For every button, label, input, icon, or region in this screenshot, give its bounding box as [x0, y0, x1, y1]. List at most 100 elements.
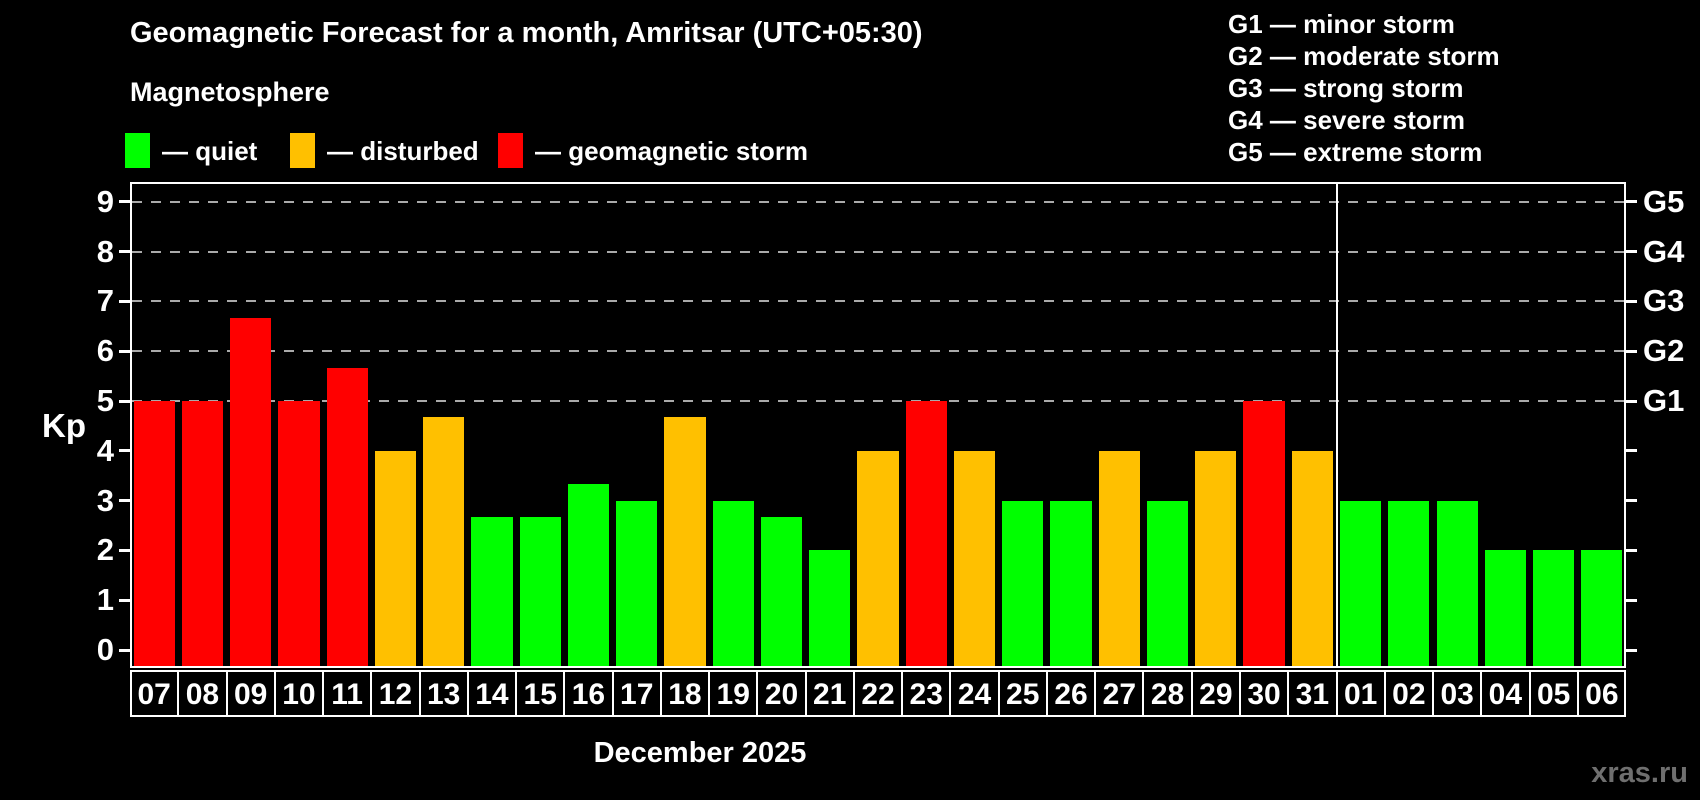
day-label-29: 29: [1199, 678, 1233, 711]
day-label-separator: [1045, 670, 1048, 717]
storm-swatch-icon: [498, 133, 523, 168]
day-label-07: 07: [137, 678, 171, 711]
bar-day-31: [1291, 450, 1333, 668]
day-label-separator: [177, 670, 180, 717]
y-tick-right-9: [1626, 200, 1637, 203]
bar-day-19: [712, 500, 754, 668]
bar-day-15: [519, 517, 561, 668]
day-label-11: 11: [331, 678, 363, 711]
x-axis-title: December 2025: [593, 737, 807, 769]
y-tick-left-9: [119, 200, 130, 203]
gridline-kp5: [132, 400, 1624, 402]
y-tick-right-3: [1626, 499, 1637, 502]
day-label-separator: [1335, 670, 1338, 717]
bar-day-17: [616, 500, 658, 668]
day-label-23: 23: [909, 678, 943, 711]
bar-day-16: [567, 484, 610, 668]
bar-day-11: [326, 367, 368, 668]
day-label-separator: [901, 670, 904, 717]
bar-day-02: [1388, 500, 1430, 668]
bar-day-25: [1002, 500, 1044, 668]
disturbed-swatch-icon: [290, 133, 315, 168]
y-tick-left-5: [119, 400, 130, 403]
quiet-swatch-icon: [125, 133, 150, 168]
y-tick-label-7: 7: [96, 283, 114, 318]
y-tick-right-5: [1626, 400, 1637, 403]
bar-day-06: [1581, 550, 1623, 668]
gridline-kp8: [132, 251, 1624, 253]
day-label-separator: [756, 670, 759, 717]
day-label-09: 09: [233, 678, 268, 711]
day-label-separator: [1190, 670, 1193, 717]
y-tick-left-3: [119, 499, 130, 502]
bar-day-08: [181, 401, 224, 668]
storm-scale-line: G3 — strong storm: [1228, 73, 1464, 103]
day-label-04: 04: [1488, 678, 1523, 711]
day-label-20: 20: [764, 678, 799, 711]
chart-title: Geomagnetic Forecast for a month, Amrits…: [130, 17, 923, 49]
day-label-02: 02: [1392, 678, 1426, 711]
day-label-24: 24: [957, 678, 992, 711]
day-label-separator: [1576, 670, 1579, 717]
bar-day-20: [760, 517, 803, 668]
bar-day-14: [471, 517, 513, 668]
y-tick-left-4: [119, 449, 130, 452]
day-label-separator: [611, 670, 614, 717]
month-divider-line: [1335, 182, 1338, 668]
day-label-separator: [1528, 670, 1531, 717]
storm-scale-line: G1 — minor storm: [1228, 9, 1455, 39]
watermark: xras.ru: [1591, 757, 1688, 789]
g-scale-label-G5: G5: [1643, 184, 1685, 219]
day-label-separator: [1383, 670, 1386, 717]
day-label-17: 17: [620, 678, 654, 711]
chart-subtitle: Magnetosphere: [130, 77, 330, 107]
day-label-row-border: [130, 670, 1626, 717]
day-label-separator: [322, 670, 324, 717]
bar-day-28: [1146, 500, 1189, 668]
day-label-30: 30: [1247, 678, 1281, 711]
bar-day-18: [664, 417, 706, 668]
y-tick-left-1: [119, 599, 130, 602]
bar-day-01: [1340, 500, 1382, 668]
day-label-separator: [804, 670, 807, 717]
day-label-separator: [1094, 670, 1097, 717]
bar-day-26: [1050, 500, 1092, 668]
bar-day-29: [1195, 450, 1237, 668]
gridline-kp9: [132, 201, 1624, 203]
g-scale-label-G2: G2: [1643, 333, 1685, 368]
y-tick-label-9: 9: [96, 184, 114, 219]
y-tick-right-7: [1626, 300, 1637, 303]
day-label-22: 22: [861, 678, 895, 711]
day-label-separator: [563, 670, 566, 717]
legend-label-quiet: — quiet: [162, 136, 258, 166]
y-tick-left-7: [119, 300, 130, 303]
day-label-separator: [949, 670, 952, 717]
legend-label-storm: — geomagnetic storm: [535, 136, 809, 166]
y-tick-label-6: 6: [96, 333, 114, 368]
y-tick-left-6: [119, 350, 130, 353]
y-tick-right-1: [1626, 599, 1637, 602]
day-label-separator: [1480, 670, 1483, 717]
gridline-kp6: [132, 350, 1624, 352]
day-label-21: 21: [813, 678, 847, 711]
day-label-15: 15: [523, 678, 557, 711]
bar-day-21: [809, 550, 851, 668]
day-label-25: 25: [1006, 678, 1040, 711]
gridline-kp7: [132, 300, 1624, 302]
y-axis-title: Kp: [42, 407, 86, 444]
plot-border: [130, 182, 1626, 668]
y-tick-right-0: [1626, 649, 1637, 652]
day-label-03: 03: [1440, 678, 1474, 711]
g-scale-label-G3: G3: [1643, 283, 1685, 318]
y-tick-label-4: 4: [96, 433, 114, 468]
day-label-separator: [1287, 670, 1290, 717]
g-scale-label-G1: G1: [1643, 383, 1685, 418]
storm-scale-legend: G1 — minor storm G2 — moderate storm G3 — …: [1228, 8, 1500, 168]
day-label-12: 12: [378, 678, 413, 711]
bar-day-23: [905, 401, 947, 668]
storm-scale-line: G4 — severe storm: [1228, 105, 1466, 135]
y-tick-label-0: 0: [96, 632, 114, 667]
day-label-separator: [225, 670, 228, 717]
day-label-10: 10: [282, 678, 316, 711]
